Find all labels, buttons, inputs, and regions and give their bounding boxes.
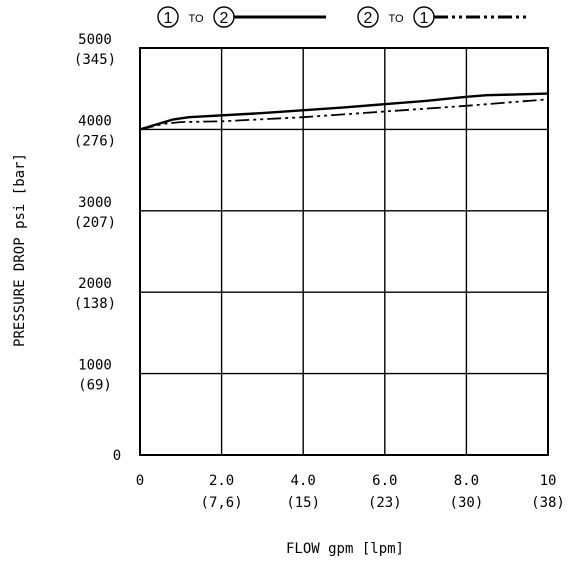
legend-port-circle bbox=[157, 6, 179, 28]
y-tick-label: 4000 bbox=[78, 113, 112, 129]
y-tick-sublabel: (207) bbox=[74, 215, 116, 231]
x-tick-label: 10 bbox=[540, 473, 557, 489]
y-tick-sublabel: (345) bbox=[74, 52, 116, 68]
grid bbox=[140, 48, 548, 455]
legend-connector-text: TO bbox=[188, 13, 204, 25]
y-tick-label: 0 bbox=[113, 448, 121, 464]
y-tick-label: 3000 bbox=[78, 195, 112, 211]
x-axis-label: FLOW gpm [lpm] bbox=[286, 541, 404, 557]
legend-port-number: 1 bbox=[420, 10, 429, 27]
x-tick-label: 0 bbox=[136, 473, 144, 489]
legend-port-circle bbox=[357, 6, 379, 28]
x-tick-label: 8.0 bbox=[454, 473, 479, 489]
x-tick-sublabel: (15) bbox=[286, 495, 320, 511]
series-line-2 bbox=[139, 98, 549, 131]
y-tick-labels: 0 1000 (69) 2000 (138) 3000 (207) 4000 (276) 5000… bbox=[74, 32, 121, 464]
y-axis-label: PRESSURE DROP psi [bar] bbox=[12, 153, 28, 347]
series-layer bbox=[139, 92, 549, 131]
series-line-1 bbox=[139, 92, 549, 131]
y-tick-label: 5000 bbox=[78, 32, 112, 48]
legend-port-number: 2 bbox=[220, 10, 229, 27]
legend-port-number: 1 bbox=[164, 10, 173, 27]
legend: 1 TO 2 2 TO 1 bbox=[157, 6, 526, 28]
y-tick-sublabel: (69) bbox=[78, 378, 112, 394]
legend-connector-text: TO bbox=[388, 13, 404, 25]
legend-port-number: 2 bbox=[364, 10, 373, 27]
y-tick-label: 2000 bbox=[78, 276, 112, 292]
x-tick-label: 4.0 bbox=[291, 473, 316, 489]
x-tick-sublabel: (30) bbox=[450, 495, 484, 511]
x-tick-sublabel: (38) bbox=[531, 495, 565, 511]
plot-frame bbox=[139, 47, 549, 456]
legend-item-2: 2 TO 1 bbox=[357, 6, 526, 28]
x-tick-label: 6.0 bbox=[372, 473, 397, 489]
x-tick-labels: 0 2.0 (7,6) 4.0 (15) 6.0 (23) 8.0 (30) 10 (38) bbox=[136, 473, 565, 511]
x-tick-sublabel: (23) bbox=[368, 495, 402, 511]
y-tick-label: 1000 bbox=[78, 358, 112, 374]
legend-item-1: 1 TO 2 bbox=[157, 6, 326, 28]
x-tick-sublabel: (7,6) bbox=[201, 495, 243, 511]
y-tick-sublabel: (138) bbox=[74, 296, 116, 312]
x-tick-label: 2.0 bbox=[209, 473, 234, 489]
y-tick-sublabel: (276) bbox=[74, 133, 116, 149]
